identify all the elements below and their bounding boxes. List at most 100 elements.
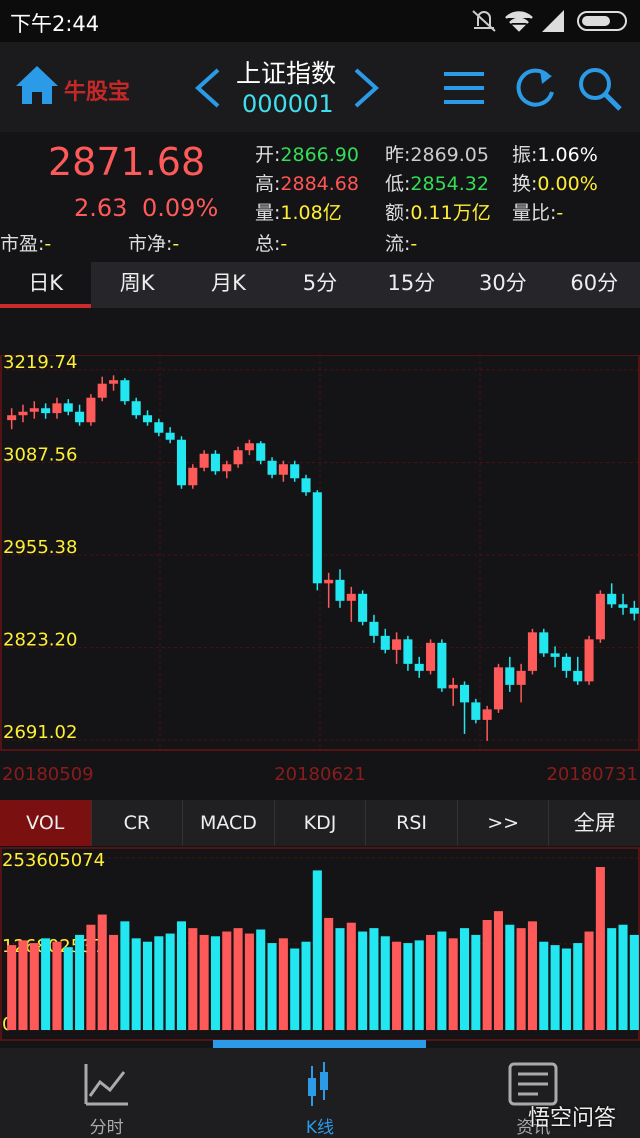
- period-tab[interactable]: 日K: [0, 262, 92, 308]
- candle-body: [471, 702, 481, 720]
- candle-body: [595, 593, 605, 640]
- stat: 总:-: [255, 229, 287, 256]
- candle-body: [505, 667, 515, 685]
- volume-bar: [335, 928, 345, 1030]
- period-tab[interactable]: 60分: [570, 271, 619, 295]
- indicator-tab[interactable]: >>: [458, 800, 550, 846]
- date-label: 20180509: [2, 764, 94, 785]
- indicator-tab[interactable]: CR: [92, 800, 184, 846]
- volume-bar: [493, 911, 504, 1030]
- price-change: 2.63: [74, 194, 128, 222]
- indicator-tab[interactable]: MACD: [183, 800, 275, 846]
- volume-bar: [256, 929, 266, 1030]
- candle-body: [97, 383, 107, 398]
- toolbar-icons[interactable]: [440, 66, 630, 112]
- candle-body: [176, 439, 187, 486]
- last-price: 2871.68: [48, 140, 206, 184]
- volume-bar: [29, 943, 39, 1030]
- volume-bar: [290, 948, 300, 1030]
- volume-bar: [403, 943, 413, 1030]
- candle-body: [426, 642, 436, 671]
- candle-body: [369, 621, 379, 636]
- app-name: 牛股宝: [64, 80, 131, 105]
- volume-bar: [210, 936, 220, 1030]
- volume-bar: [52, 941, 62, 1030]
- period-tab[interactable]: 月K: [211, 271, 246, 295]
- volume-bar: [448, 938, 458, 1030]
- candle-body: [86, 397, 96, 423]
- stat: 低:2854.32: [385, 169, 489, 196]
- volume-bar: [607, 928, 617, 1030]
- candle-body: [629, 607, 639, 614]
- candle-body: [63, 403, 73, 412]
- candle-body: [301, 478, 311, 493]
- stat-label: 高:: [255, 173, 281, 195]
- volume-bar: [233, 928, 243, 1030]
- stat-value: 2869.05: [410, 144, 489, 166]
- candle-body: [154, 422, 164, 433]
- candle-body: [403, 639, 413, 664]
- volume-bar: [573, 943, 583, 1030]
- candle-body: [482, 709, 492, 720]
- y-tick-label: 2691.02: [3, 722, 77, 743]
- nav-icons: [84, 1062, 558, 1106]
- candle-body: [18, 411, 28, 416]
- candle-body: [120, 380, 130, 402]
- volume-bar: [629, 934, 639, 1030]
- period-tab[interactable]: 30分: [478, 271, 527, 295]
- volume-bar: [539, 941, 549, 1030]
- period-tab[interactable]: 15分: [387, 271, 436, 295]
- candle-body: [312, 492, 322, 584]
- candle-body: [188, 467, 198, 486]
- indicator-tab[interactable]: RSI: [366, 800, 458, 846]
- candle-body: [539, 632, 549, 654]
- period-tab[interactable]: 周K: [119, 271, 155, 295]
- candle-body: [131, 401, 141, 416]
- volume-bar: [346, 922, 356, 1030]
- candle-body: [75, 411, 85, 423]
- nav-item[interactable]: 分时: [89, 1118, 124, 1138]
- stat-value: 0.00%: [537, 173, 598, 195]
- candle-body: [278, 464, 288, 475]
- indicator-tab[interactable]: KDJ: [275, 800, 367, 846]
- indicator-tab[interactable]: 全屏: [573, 811, 616, 835]
- candle-body: [165, 432, 175, 440]
- stat-label: 总:: [255, 233, 281, 255]
- stat-label: 振:: [512, 144, 538, 166]
- y-tick-label: 2823.20: [3, 630, 77, 651]
- stat-label: 额:: [385, 202, 411, 224]
- candle-body: [392, 639, 402, 650]
- volume-bar: [516, 928, 526, 1030]
- stat-value: -: [280, 233, 288, 255]
- clock: 下午2:44: [10, 12, 100, 36]
- volume-bar: [267, 943, 277, 1030]
- stat: 量比:-: [512, 198, 563, 225]
- stat: 振:1.06%: [512, 140, 598, 167]
- volume-bar: [505, 924, 515, 1030]
- nav-item[interactable]: 资讯: [516, 1118, 551, 1138]
- volume-bar: [176, 921, 187, 1030]
- stat: 市净:-: [128, 229, 179, 256]
- kline-chart: 3219.74 3087.56 2955.38 2823.20 2691.02 25360…: [0, 355, 640, 1041]
- nav-arrows[interactable]: [192, 66, 392, 110]
- stat-value: -: [44, 233, 52, 255]
- volume-bar: [131, 938, 141, 1030]
- stat-label: 低:: [385, 173, 411, 195]
- candle-body: [573, 670, 583, 682]
- nav-item[interactable]: K线: [305, 1118, 335, 1138]
- indicator-tabs: VOL CR MACD KDJ RSI >> 全屏: [0, 800, 640, 846]
- candle-body: [493, 667, 504, 710]
- volume-bar: [301, 941, 311, 1030]
- indicator-tab[interactable]: VOL: [0, 800, 92, 846]
- period-tab[interactable]: 5分: [302, 271, 338, 295]
- volume-bar: [324, 917, 334, 1030]
- stat-label: 市净:: [128, 233, 173, 255]
- price-frame: [0, 355, 640, 751]
- volume-bar: [392, 941, 402, 1030]
- volume-bar: [222, 931, 232, 1030]
- candle-body: [210, 453, 220, 472]
- stat-label: 昨:: [385, 144, 411, 166]
- volume-bar: [618, 924, 628, 1030]
- volume-bar: [7, 945, 17, 1030]
- candle-body: [109, 380, 119, 384]
